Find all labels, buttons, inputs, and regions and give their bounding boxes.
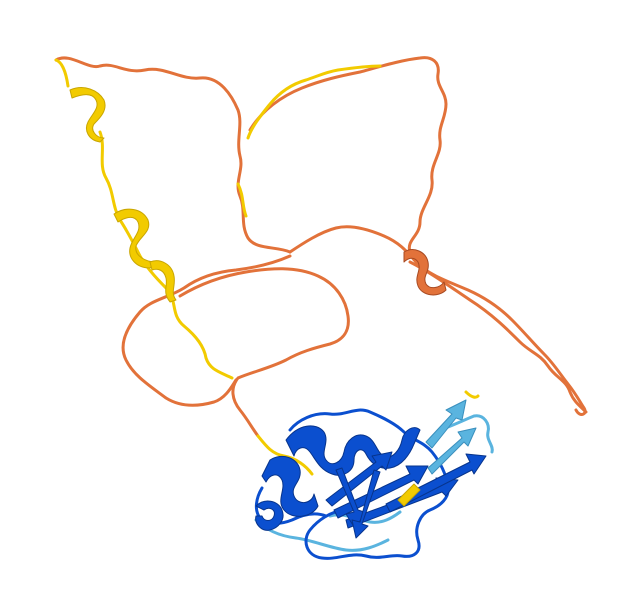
helix-yellow-3 — [149, 260, 177, 303]
helix-orange-small — [403, 249, 447, 296]
low-confidence-helices — [69, 87, 177, 303]
coil-left-loop — [121, 254, 292, 407]
helix-yellow-1 — [69, 87, 106, 143]
strand-blue-1 — [325, 451, 393, 507]
coil-lightblue-right — [438, 414, 494, 454]
coil-right-tail — [408, 260, 588, 414]
helix-yellow-2 — [113, 208, 157, 269]
coil-lightblue-bottom — [254, 518, 390, 552]
strand-blue-2 — [333, 465, 429, 519]
low-confidence-loops — [54, 56, 588, 438]
coil-middle-crossover — [288, 225, 587, 416]
strand-lightblue-2 — [427, 427, 477, 475]
coil-yellow-c-term — [464, 390, 480, 399]
coil-yellow-mid-link — [236, 182, 248, 218]
coil-top-right-arch — [248, 56, 448, 254]
medium-low-confidence-segments — [54, 58, 480, 476]
helix-blue-left — [261, 455, 319, 517]
folded-domain — [254, 399, 494, 560]
coil-yellow-helix-chain — [98, 130, 234, 380]
strand-lightblue-1 — [425, 399, 467, 449]
coil-blue-outer-loop — [288, 408, 450, 560]
coil-top-left-arch — [54, 56, 292, 254]
strand-blue-6 — [351, 469, 381, 539]
coil-yellow-upper-link — [246, 64, 382, 140]
coil-n-terminal-yellow — [54, 58, 70, 88]
coil-right-inner-loop — [178, 267, 350, 438]
strand-yellow-core — [397, 483, 421, 507]
helix-blue-lower-left — [255, 500, 284, 531]
